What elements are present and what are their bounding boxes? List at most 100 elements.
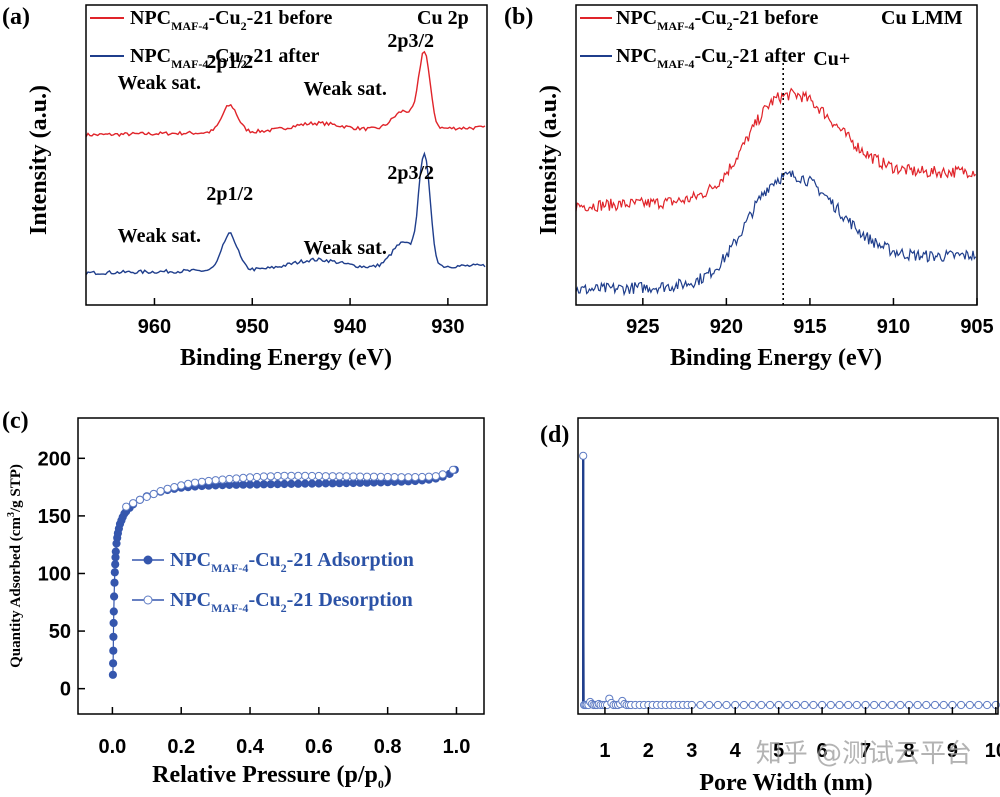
panel-c-y-tick-1: 50 [49, 621, 71, 643]
panel-a-x-tick-1: 950 [236, 316, 269, 338]
panel-c-series-1-point [342, 472, 351, 481]
panel-c-series-0-point [294, 479, 303, 488]
panel-a-annotation-0: 2p1/2 [206, 51, 253, 73]
panel-a-x-axis-title: Binding Energy (eV) [180, 345, 392, 371]
panel-c-series-1-point [411, 473, 420, 482]
panel-c-series-0-point [266, 480, 275, 489]
panel-c-series-0-point [109, 659, 118, 668]
panel-b-series-1-line [575, 170, 977, 297]
panel-d-point [939, 700, 948, 710]
panel-b-y-axis-title: Intensity (a.u.) [536, 85, 562, 235]
panel-d-x-tick-8: 9 [947, 740, 958, 762]
panel-a-x-tick-3: 930 [431, 316, 464, 338]
panel-c-series-1-point [376, 472, 385, 481]
panel-c-series-1-point [266, 472, 275, 481]
panel-c-series-1-point [170, 483, 179, 492]
panel-d-point [826, 700, 835, 710]
panel-d-point [922, 700, 931, 710]
panel-c-series-1-point [438, 470, 447, 479]
panel-c-series-1-point [328, 472, 337, 481]
panel-c-series-1-point [156, 487, 165, 496]
panel-c-series-1-point [177, 481, 186, 490]
watermark: 知乎 @测试云平台 [756, 739, 972, 769]
panel-b-x-tick-1: 920 [710, 316, 743, 338]
panel-c-series-0-point [109, 607, 118, 616]
panel-b: (b) Cu LMM NPCMAF-4-Cu2-21 before NPCMAF… [504, 4, 994, 371]
panel-c-series-1-point [314, 471, 323, 481]
panel-d-label: (d) [540, 422, 569, 448]
panel-a: (a) Cu 2p NPCMAF-4-Cu2-21 before NPCMAF-… [2, 4, 488, 371]
panel-d-point [835, 700, 844, 710]
panel-c-legend-desorption: NPCMAF-4-Cu2-21 Desorption [170, 589, 413, 615]
panel-c-y-tick-4: 200 [38, 448, 71, 470]
panel-c-series-0-point [280, 479, 289, 489]
panel-c-series-1-point [287, 471, 296, 480]
panel-d-point [739, 700, 749, 710]
panel-c-series-1-point [307, 471, 317, 481]
panel-c-series-1-point [184, 479, 193, 488]
panel-c-series-1-point [349, 472, 358, 481]
panel-c-x-tick-2: 0.4 [236, 736, 265, 758]
panel-c-series-1-point [149, 489, 158, 499]
panel-d-point [579, 451, 588, 460]
panel-c-series-1-point [232, 474, 241, 483]
panel-c-plot-area [108, 465, 459, 679]
panel-c-series-0-point [245, 480, 255, 489]
panel-c-series-1-point [335, 472, 344, 481]
panel-c-series-1-point [190, 478, 200, 487]
panel-b-x-tick-4: 905 [960, 316, 993, 338]
panel-c-series-1-point [225, 474, 234, 484]
panel-c-series-1-point [321, 472, 330, 481]
panel-c-series-0-point [314, 479, 323, 488]
panel-c-series-1-point [245, 473, 255, 482]
panel-d-point [887, 700, 896, 710]
panel-a-annotation-5: 2p3/2 [387, 162, 434, 184]
panel-c-legend-adsorption: NPCMAF-4-Cu2-21 Adsorption [170, 549, 414, 575]
panel-d-point [809, 700, 818, 710]
panel-a-label: (a) [2, 4, 30, 30]
panel-c-series-0-point [109, 632, 118, 641]
panel-c-series-0-point [110, 568, 119, 577]
panel-c-series-1-point [294, 471, 303, 480]
panel-c-series-0-point [111, 560, 120, 569]
panel-a-x-tick-2: 940 [333, 316, 366, 338]
panel-c-series-1-point [418, 472, 427, 482]
panel-c-x-tick-5: 1.0 [443, 736, 471, 758]
panel-d-x-tick-9: 10 [985, 740, 1000, 762]
panel-d-point [957, 700, 966, 710]
panel-c-series-1-point [129, 499, 138, 508]
panel-d-x-axis-title: Pore Width (nm) [699, 770, 872, 796]
panel-c-series-0-point [110, 592, 119, 601]
panel-c-x-tick-3: 0.6 [305, 736, 333, 758]
panel-c-series-0-point [252, 480, 261, 489]
panel-c-series-0-point [301, 479, 310, 488]
panel-a-annotation-6: Weak sat. [118, 225, 201, 247]
panel-c-y-tick-3: 150 [38, 506, 71, 528]
panel-d-frame [577, 417, 999, 715]
panel-d-point [896, 700, 905, 710]
panel-c-series-1-point [135, 495, 144, 504]
panel-d-x-ticks: 1 2 3 4 5 6 7 8 9 10 [599, 707, 1000, 762]
panel-c-series-1-point [122, 502, 131, 511]
panel-d-point [852, 700, 861, 710]
panel-d-x-tick-7: 8 [903, 740, 914, 762]
panel-c-series-1-point [301, 471, 310, 480]
panel-d-point [757, 700, 766, 710]
panel-b-plot-area [575, 58, 977, 305]
panel-a-annotation-3: Weak sat. [304, 78, 387, 100]
panel-c-series-1-point [424, 472, 433, 481]
panel-b-label: (b) [504, 4, 533, 30]
panel-c-series-1-point [280, 471, 289, 480]
panel-d-point [765, 700, 775, 710]
panel-d-point [870, 700, 879, 710]
panel-c-legend-marker-adsorption [143, 555, 153, 565]
panel-b-title: Cu LMM [881, 7, 963, 29]
panel-d-point [878, 700, 888, 710]
panel-d-point [705, 700, 714, 710]
panel-c-series-1-point [163, 484, 172, 493]
panel-d-x-tick-3: 4 [730, 740, 742, 762]
panel-d-point [783, 700, 792, 710]
panel-c-frame [77, 417, 485, 715]
panel-c-series-0-point [287, 479, 296, 488]
